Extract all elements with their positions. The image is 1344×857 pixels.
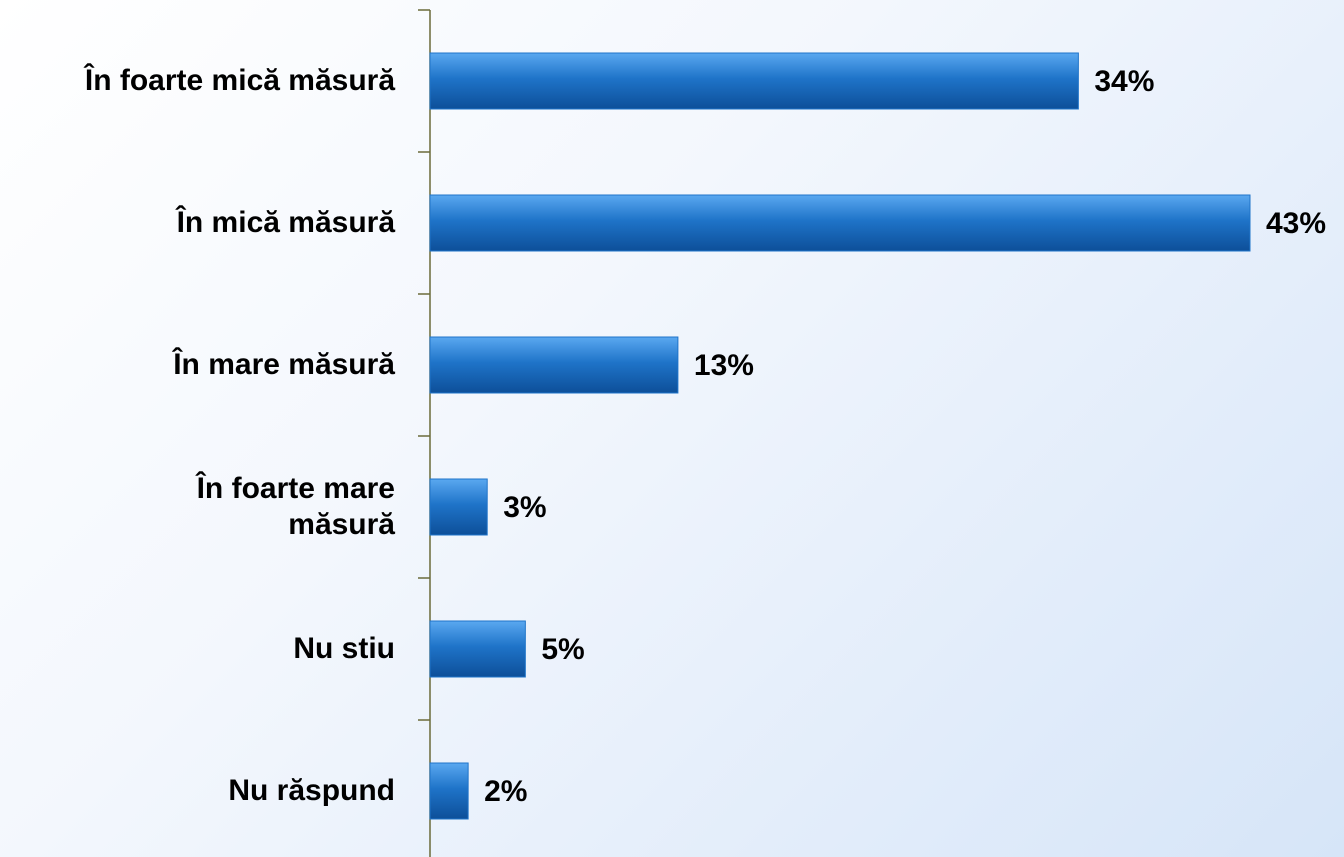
bar: [429, 620, 526, 678]
category-label: În foarte mică măsură: [84, 64, 395, 97]
category-label: Nu stiu: [293, 632, 395, 665]
category-label: Nu răspund: [228, 774, 395, 807]
bar: [429, 194, 1251, 252]
bar: [429, 478, 488, 536]
value-label: 13%: [694, 349, 754, 382]
bar: [429, 762, 469, 820]
bar: [429, 336, 679, 394]
value-label: 34%: [1094, 65, 1154, 98]
value-label: 43%: [1266, 207, 1326, 240]
category-label: În mică măsură: [176, 206, 395, 239]
value-label: 5%: [541, 633, 584, 666]
value-label: 3%: [503, 491, 546, 524]
category-label: În foarte mare măsură: [196, 472, 395, 541]
value-label: 2%: [484, 775, 527, 808]
bar: [429, 52, 1079, 110]
category-label: În mare măsură: [173, 348, 395, 381]
